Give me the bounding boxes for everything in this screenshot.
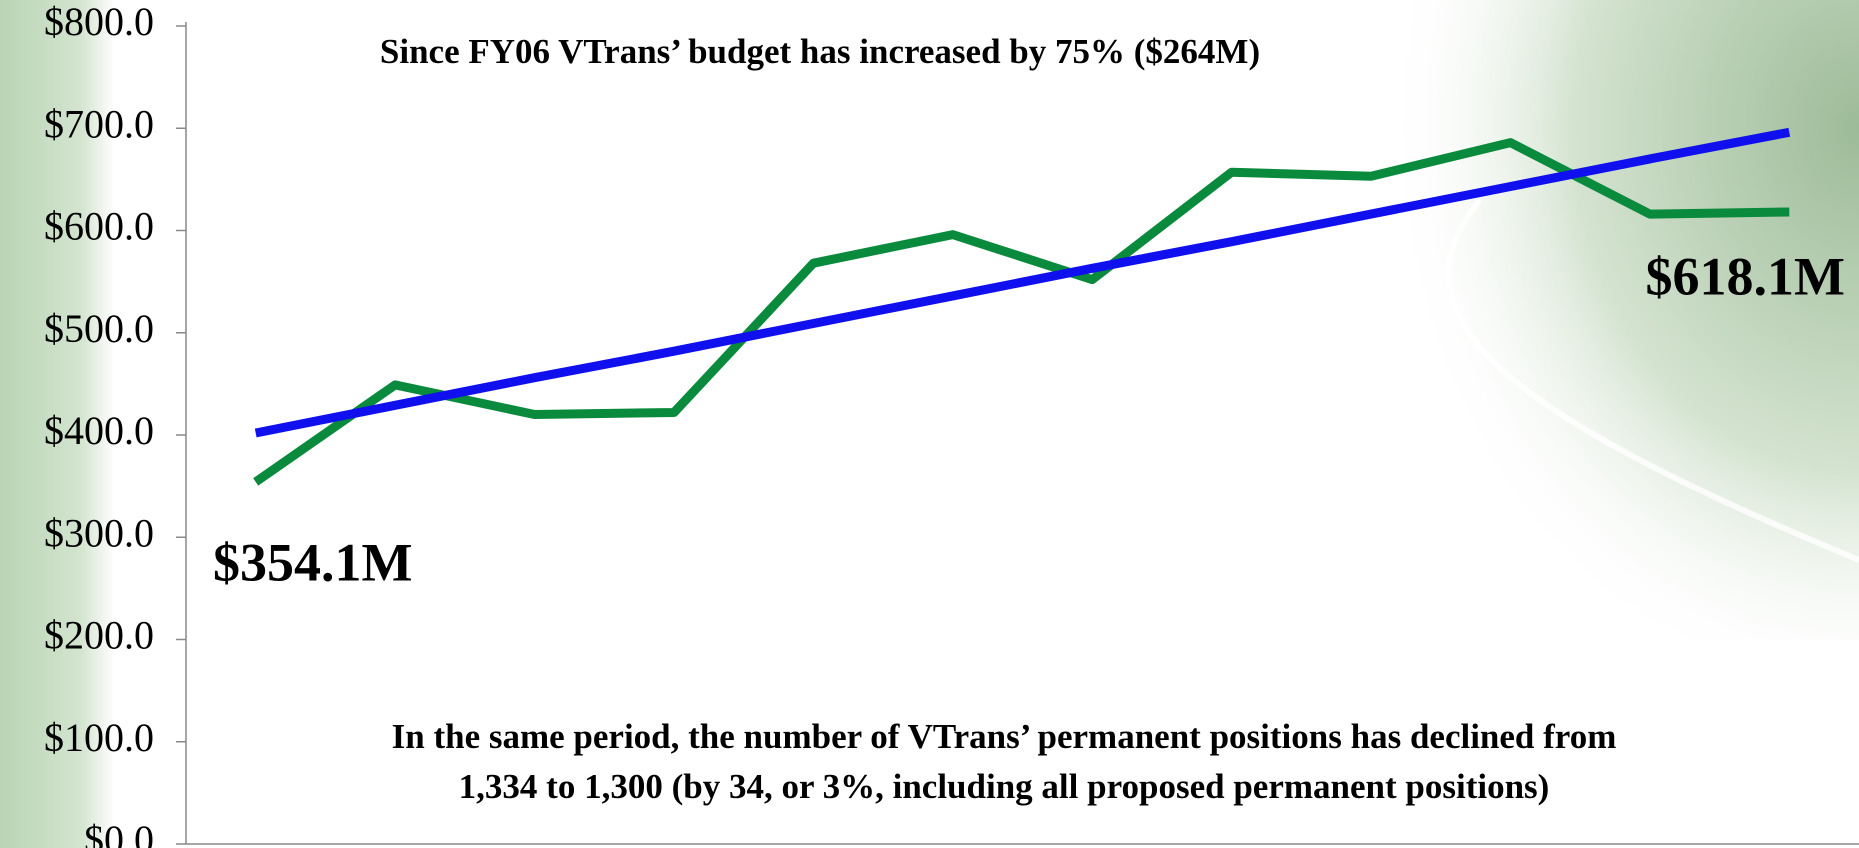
y-tick-label: $500.0 <box>44 306 154 351</box>
series-line <box>254 127 1791 438</box>
y-tick-label: $700.0 <box>44 101 154 146</box>
y-tick-label: $600.0 <box>44 204 154 249</box>
left-band <box>0 0 115 848</box>
note: 1,334 to 1,300 (by 34, or 3%, including … <box>459 767 1550 806</box>
y-tick-label: $300.0 <box>44 510 154 555</box>
road-line <box>1445 198 1859 563</box>
chart-title: Since FY06 VTrans’ budget has increased … <box>380 32 1260 71</box>
y-tick-label: $100.0 <box>44 715 154 760</box>
start-label: $354.1M <box>213 532 412 592</box>
note: In the same period, the number of VTrans… <box>392 717 1617 756</box>
end-label: $618.1M <box>1646 246 1845 306</box>
y-tick-label: $200.0 <box>44 613 154 658</box>
series-line <box>253 138 1790 486</box>
y-tick-label: $800.0 <box>44 0 154 44</box>
background-image <box>1330 0 1859 640</box>
y-tick-label: $0.0 <box>84 817 154 848</box>
y-tick-label: $400.0 <box>44 408 154 453</box>
